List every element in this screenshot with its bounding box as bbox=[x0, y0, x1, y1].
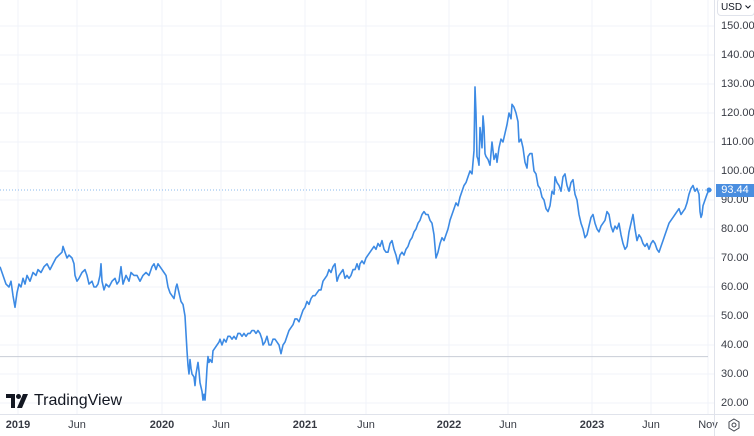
price-tick-label: 50.00 bbox=[721, 310, 749, 322]
price-tick-label: 140.00 bbox=[721, 49, 754, 61]
price-tick-label: 70.00 bbox=[721, 252, 749, 264]
currency-label: USD bbox=[720, 1, 743, 13]
time-tick-label: Jun bbox=[357, 419, 375, 431]
time-tick-label: Jun bbox=[68, 419, 86, 431]
time-tick-label: Jun bbox=[642, 419, 660, 431]
price-tick-label: 40.00 bbox=[721, 339, 749, 351]
axis-settings-corner bbox=[714, 414, 754, 436]
price-tick-label: 90.00 bbox=[721, 194, 749, 206]
tradingview-logo[interactable]: TradingView bbox=[6, 392, 122, 410]
time-tick-label: Jun bbox=[212, 419, 230, 431]
price-tick-label: 30.00 bbox=[721, 368, 749, 380]
plot-area[interactable] bbox=[0, 0, 714, 414]
chevron-down-icon bbox=[745, 5, 751, 9]
time-tick-label: 2021 bbox=[292, 419, 318, 431]
price-axis[interactable]: USD 150.00 140.00 130.00 120.00 110.00 100.00… bbox=[714, 0, 754, 414]
currency-selector[interactable]: USD bbox=[717, 0, 754, 16]
price-tick-label: 80.00 bbox=[721, 223, 749, 235]
price-tick-label: 150.00 bbox=[721, 20, 754, 32]
price-tick-label: 100.00 bbox=[721, 165, 754, 177]
price-chart-canvas bbox=[0, 0, 714, 414]
tradingview-logo-icon bbox=[6, 394, 28, 408]
price-tick-label: 60.00 bbox=[721, 281, 749, 293]
time-tick-label: 2020 bbox=[149, 419, 175, 431]
time-tick-label: Jun bbox=[499, 419, 517, 431]
gear-icon[interactable] bbox=[727, 418, 741, 432]
time-axis[interactable]: 2019 Jun 2020 Jun 2021 Jun 2022 Jun 2023 Jun Nov bbox=[0, 414, 718, 436]
price-tick-label: 120.00 bbox=[721, 107, 754, 119]
brand-name: TradingView bbox=[34, 392, 123, 409]
price-tick-label: 130.00 bbox=[721, 78, 754, 90]
time-tick-label: 2022 bbox=[436, 419, 462, 431]
last-price-marker bbox=[706, 187, 712, 193]
price-tick-label: 110.00 bbox=[721, 136, 754, 148]
time-tick-label: 2019 bbox=[5, 419, 31, 431]
last-price-label: 93.44 bbox=[716, 183, 754, 197]
price-series-line bbox=[0, 86, 710, 401]
time-tick-label: 2023 bbox=[579, 419, 605, 431]
time-tick-label: Nov bbox=[698, 419, 718, 431]
price-tick-label: 20.00 bbox=[721, 397, 749, 409]
